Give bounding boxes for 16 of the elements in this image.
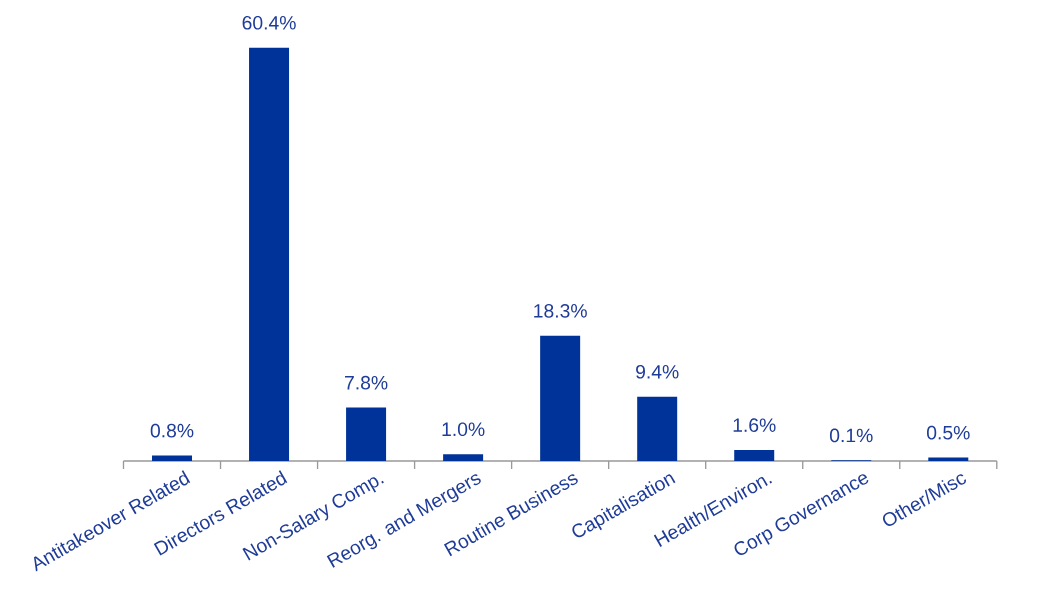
data-label: 18.3% [534, 304, 587, 318]
data-label: 0.5% [927, 425, 970, 440]
bar [346, 407, 387, 461]
bar [249, 47, 290, 461]
bar [152, 455, 193, 461]
data-label: 0.1% [829, 428, 873, 443]
data-label: 0.8% [150, 423, 194, 438]
bar [734, 450, 775, 461]
data-label: 60.4% [242, 15, 296, 30]
data-label: 7.8% [345, 375, 388, 390]
data-label: 1.0% [442, 422, 485, 437]
bar [443, 454, 484, 461]
data-label: 1.6% [733, 418, 776, 432]
bar [540, 335, 581, 461]
data-label: 9.4% [636, 364, 679, 379]
bar [637, 396, 678, 461]
